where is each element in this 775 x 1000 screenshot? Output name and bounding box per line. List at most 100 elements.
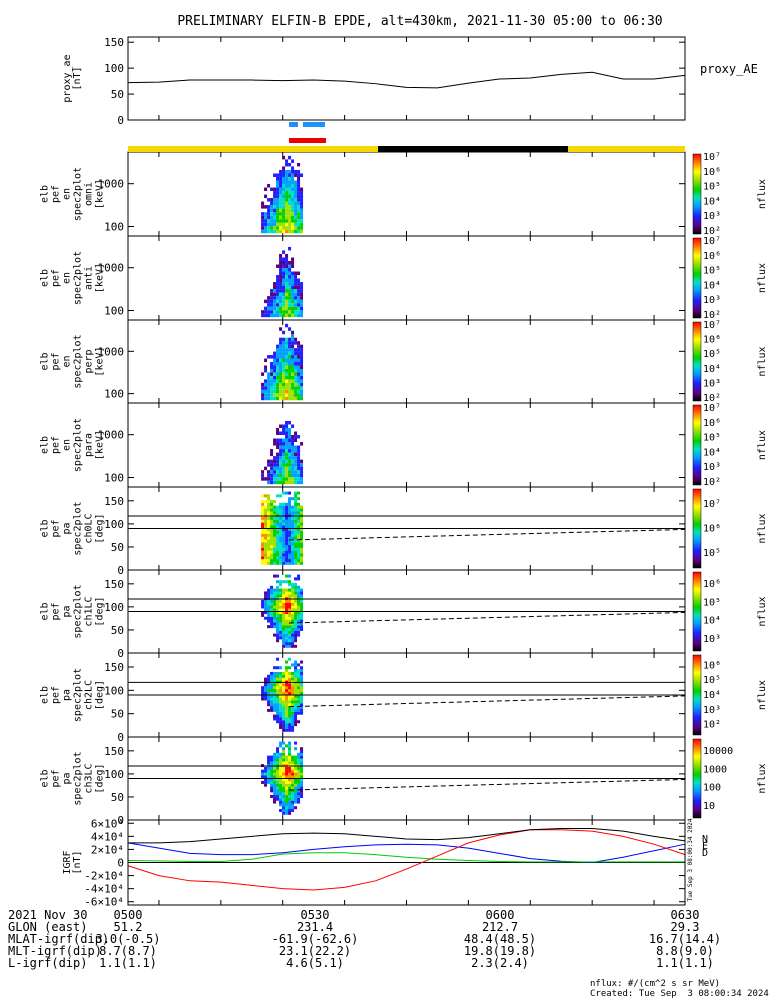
heatmap-cell	[294, 449, 298, 453]
heatmap-cell	[267, 769, 271, 773]
heatmap-cell	[273, 602, 277, 606]
heatmap-cell	[279, 459, 283, 464]
heatmap-cell	[267, 502, 271, 506]
heatmap-cell	[276, 508, 280, 512]
heatmap-cell	[285, 574, 289, 578]
heatmap-cell	[285, 688, 289, 692]
heatmap-cell	[285, 480, 289, 485]
heatmap-cell	[291, 386, 295, 390]
heatmap-cell	[300, 558, 304, 562]
heatmap-cell	[297, 470, 301, 474]
heatmap-cell	[279, 337, 283, 342]
heatmap-cell	[300, 473, 304, 478]
heatmap-cell	[279, 800, 283, 804]
heatmap-cell	[282, 639, 286, 643]
heatmap-cell	[270, 547, 274, 551]
heatmap-cell	[279, 355, 283, 359]
heatmap-cell	[291, 358, 295, 363]
heatmap-cell	[273, 694, 277, 698]
heatmap-cell	[279, 389, 283, 394]
heatmap-cell	[288, 755, 292, 759]
heatmap-cell	[288, 393, 292, 397]
heatmap-cell	[288, 588, 292, 592]
heatmap-cell	[300, 344, 304, 349]
heatmap-cell	[279, 539, 283, 543]
heatmap-cell	[279, 215, 283, 220]
heatmap-cell	[273, 769, 277, 773]
heatmap-cell	[273, 299, 277, 304]
heatmap-cell	[288, 580, 292, 584]
heatmap-cell	[282, 459, 286, 464]
heatmap-cell	[264, 539, 268, 543]
heatmap-cell	[261, 313, 265, 318]
heatmap-cell	[285, 365, 289, 369]
heatmap-cell	[270, 553, 274, 557]
heatmap-cell	[285, 372, 289, 376]
heatmap-cell	[297, 602, 301, 606]
colorbar-tick-label: 10³	[703, 295, 721, 306]
heatmap-cell	[285, 229, 289, 234]
heatmap-cell	[285, 783, 289, 787]
heatmap-cell	[291, 694, 295, 698]
heatmap-cell	[264, 553, 268, 557]
heatmap-cell	[273, 789, 277, 793]
heatmap-cell	[288, 556, 292, 560]
heatmap-cell	[300, 296, 304, 300]
heatmap-cell	[288, 292, 292, 297]
heatmap-cell	[282, 591, 286, 595]
heatmap-cell	[276, 191, 280, 195]
heatmap-cell	[282, 608, 286, 612]
heatmap-cell	[291, 463, 295, 467]
heatmap-cell	[279, 708, 283, 712]
colorbar	[692, 153, 702, 235]
heatmap-cell	[279, 382, 283, 387]
y-tick-label: 50	[111, 541, 124, 554]
heatmap-cell	[300, 547, 304, 551]
heatmap-cell	[285, 162, 289, 167]
heatmap-cell	[279, 375, 283, 380]
heatmap-cell	[267, 611, 271, 615]
heatmap-cell	[288, 522, 292, 526]
heatmap-cell	[291, 703, 295, 707]
heatmap-cell	[294, 780, 298, 784]
heatmap-cell	[297, 480, 301, 485]
heatmap-cell	[285, 792, 289, 796]
heatmap-cell	[282, 438, 286, 443]
heatmap-cell	[276, 630, 280, 634]
heatmap-cell	[282, 706, 286, 710]
heatmap-cell	[288, 358, 292, 363]
colorbar-tick-label: 100	[703, 783, 721, 794]
heatmap-cell	[267, 688, 271, 692]
heatmap-cell	[279, 758, 283, 762]
heatmap-cell	[264, 544, 268, 548]
heatmap-cell	[267, 306, 271, 311]
heatmap-cell	[264, 219, 268, 223]
heatmap-cell	[273, 396, 277, 401]
heatmap-cell	[267, 766, 271, 770]
heatmap-cell	[276, 761, 280, 765]
heatmap-cell	[264, 505, 268, 509]
heatmap-cell	[285, 260, 289, 265]
heatmap-cell	[261, 547, 265, 551]
heatmap-cell	[264, 528, 268, 532]
heatmap-cell	[294, 522, 298, 526]
axis-label: pa	[62, 605, 73, 617]
axis-label: spec2plot	[73, 418, 84, 472]
heatmap-cell	[294, 480, 298, 485]
heatmap-cell	[288, 641, 292, 645]
heatmap-cell	[291, 257, 295, 261]
heatmap-cell	[279, 466, 283, 471]
heatmap-cell	[261, 605, 265, 609]
heatmap-cell	[291, 497, 295, 501]
heatmap-cell	[282, 627, 286, 631]
heatmap-cell	[276, 463, 280, 467]
heatmap-cell	[288, 780, 292, 784]
heatmap-cell	[291, 159, 295, 163]
heatmap-cell	[270, 536, 274, 540]
heatmap-cell	[264, 616, 268, 620]
heatmap-cell	[288, 797, 292, 801]
heatmap-cell	[267, 205, 271, 209]
colorbar-tick-label: 10³	[703, 462, 721, 473]
legend-label: D	[702, 848, 708, 859]
heatmap-cell	[276, 519, 280, 523]
